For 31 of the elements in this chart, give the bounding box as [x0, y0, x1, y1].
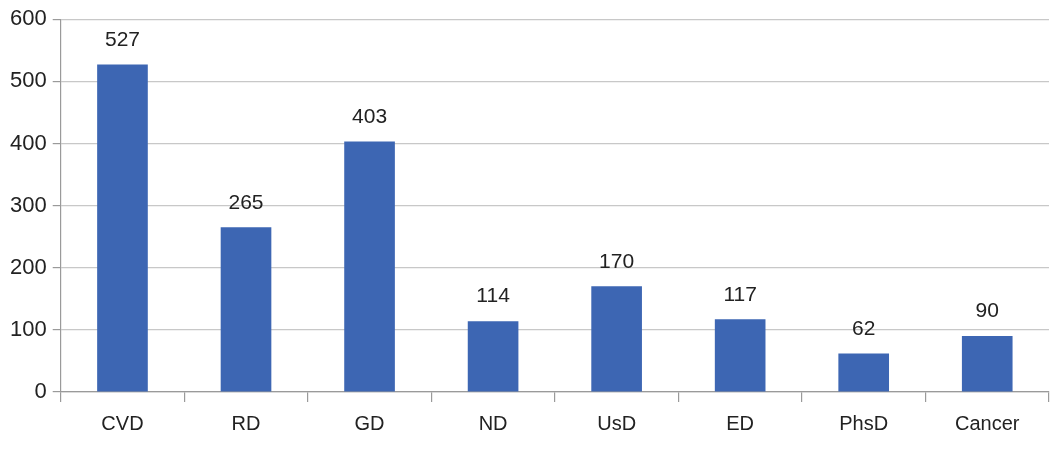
bar [220, 227, 272, 392]
x-tick-label: GD [354, 411, 385, 434]
y-tick-label: 0 [34, 378, 47, 404]
data-label: 62 [852, 315, 876, 339]
x-tick-label: CVD [101, 411, 144, 434]
x-tick-label: Cancer [954, 411, 1020, 434]
y-tick-label: 500 [9, 67, 47, 93]
y-tick-label: 400 [9, 129, 47, 155]
y-tick-label: 300 [9, 191, 47, 217]
data-label: 527 [104, 26, 140, 50]
bar [838, 353, 890, 392]
bar [467, 321, 519, 392]
data-label: 117 [723, 281, 757, 305]
bar [97, 64, 148, 392]
data-label: 90 [975, 298, 999, 322]
x-tick-label: UsD [597, 411, 637, 434]
bar [714, 319, 766, 392]
y-tick-label: 600 [9, 5, 47, 31]
bar [591, 286, 642, 392]
bar [344, 141, 395, 392]
x-tick-label: PhsD [839, 411, 889, 434]
y-tick-label: 100 [9, 315, 47, 341]
y-tick-label: 200 [9, 253, 47, 279]
data-label: 265 [228, 189, 264, 213]
x-tick-label: ND [478, 411, 508, 434]
data-label: 403 [352, 103, 388, 127]
data-label: 114 [476, 283, 511, 307]
x-tick-label: ED [726, 411, 755, 434]
data-label: 170 [599, 248, 635, 272]
x-tick-label: RD [231, 411, 261, 434]
bar [961, 336, 1013, 392]
